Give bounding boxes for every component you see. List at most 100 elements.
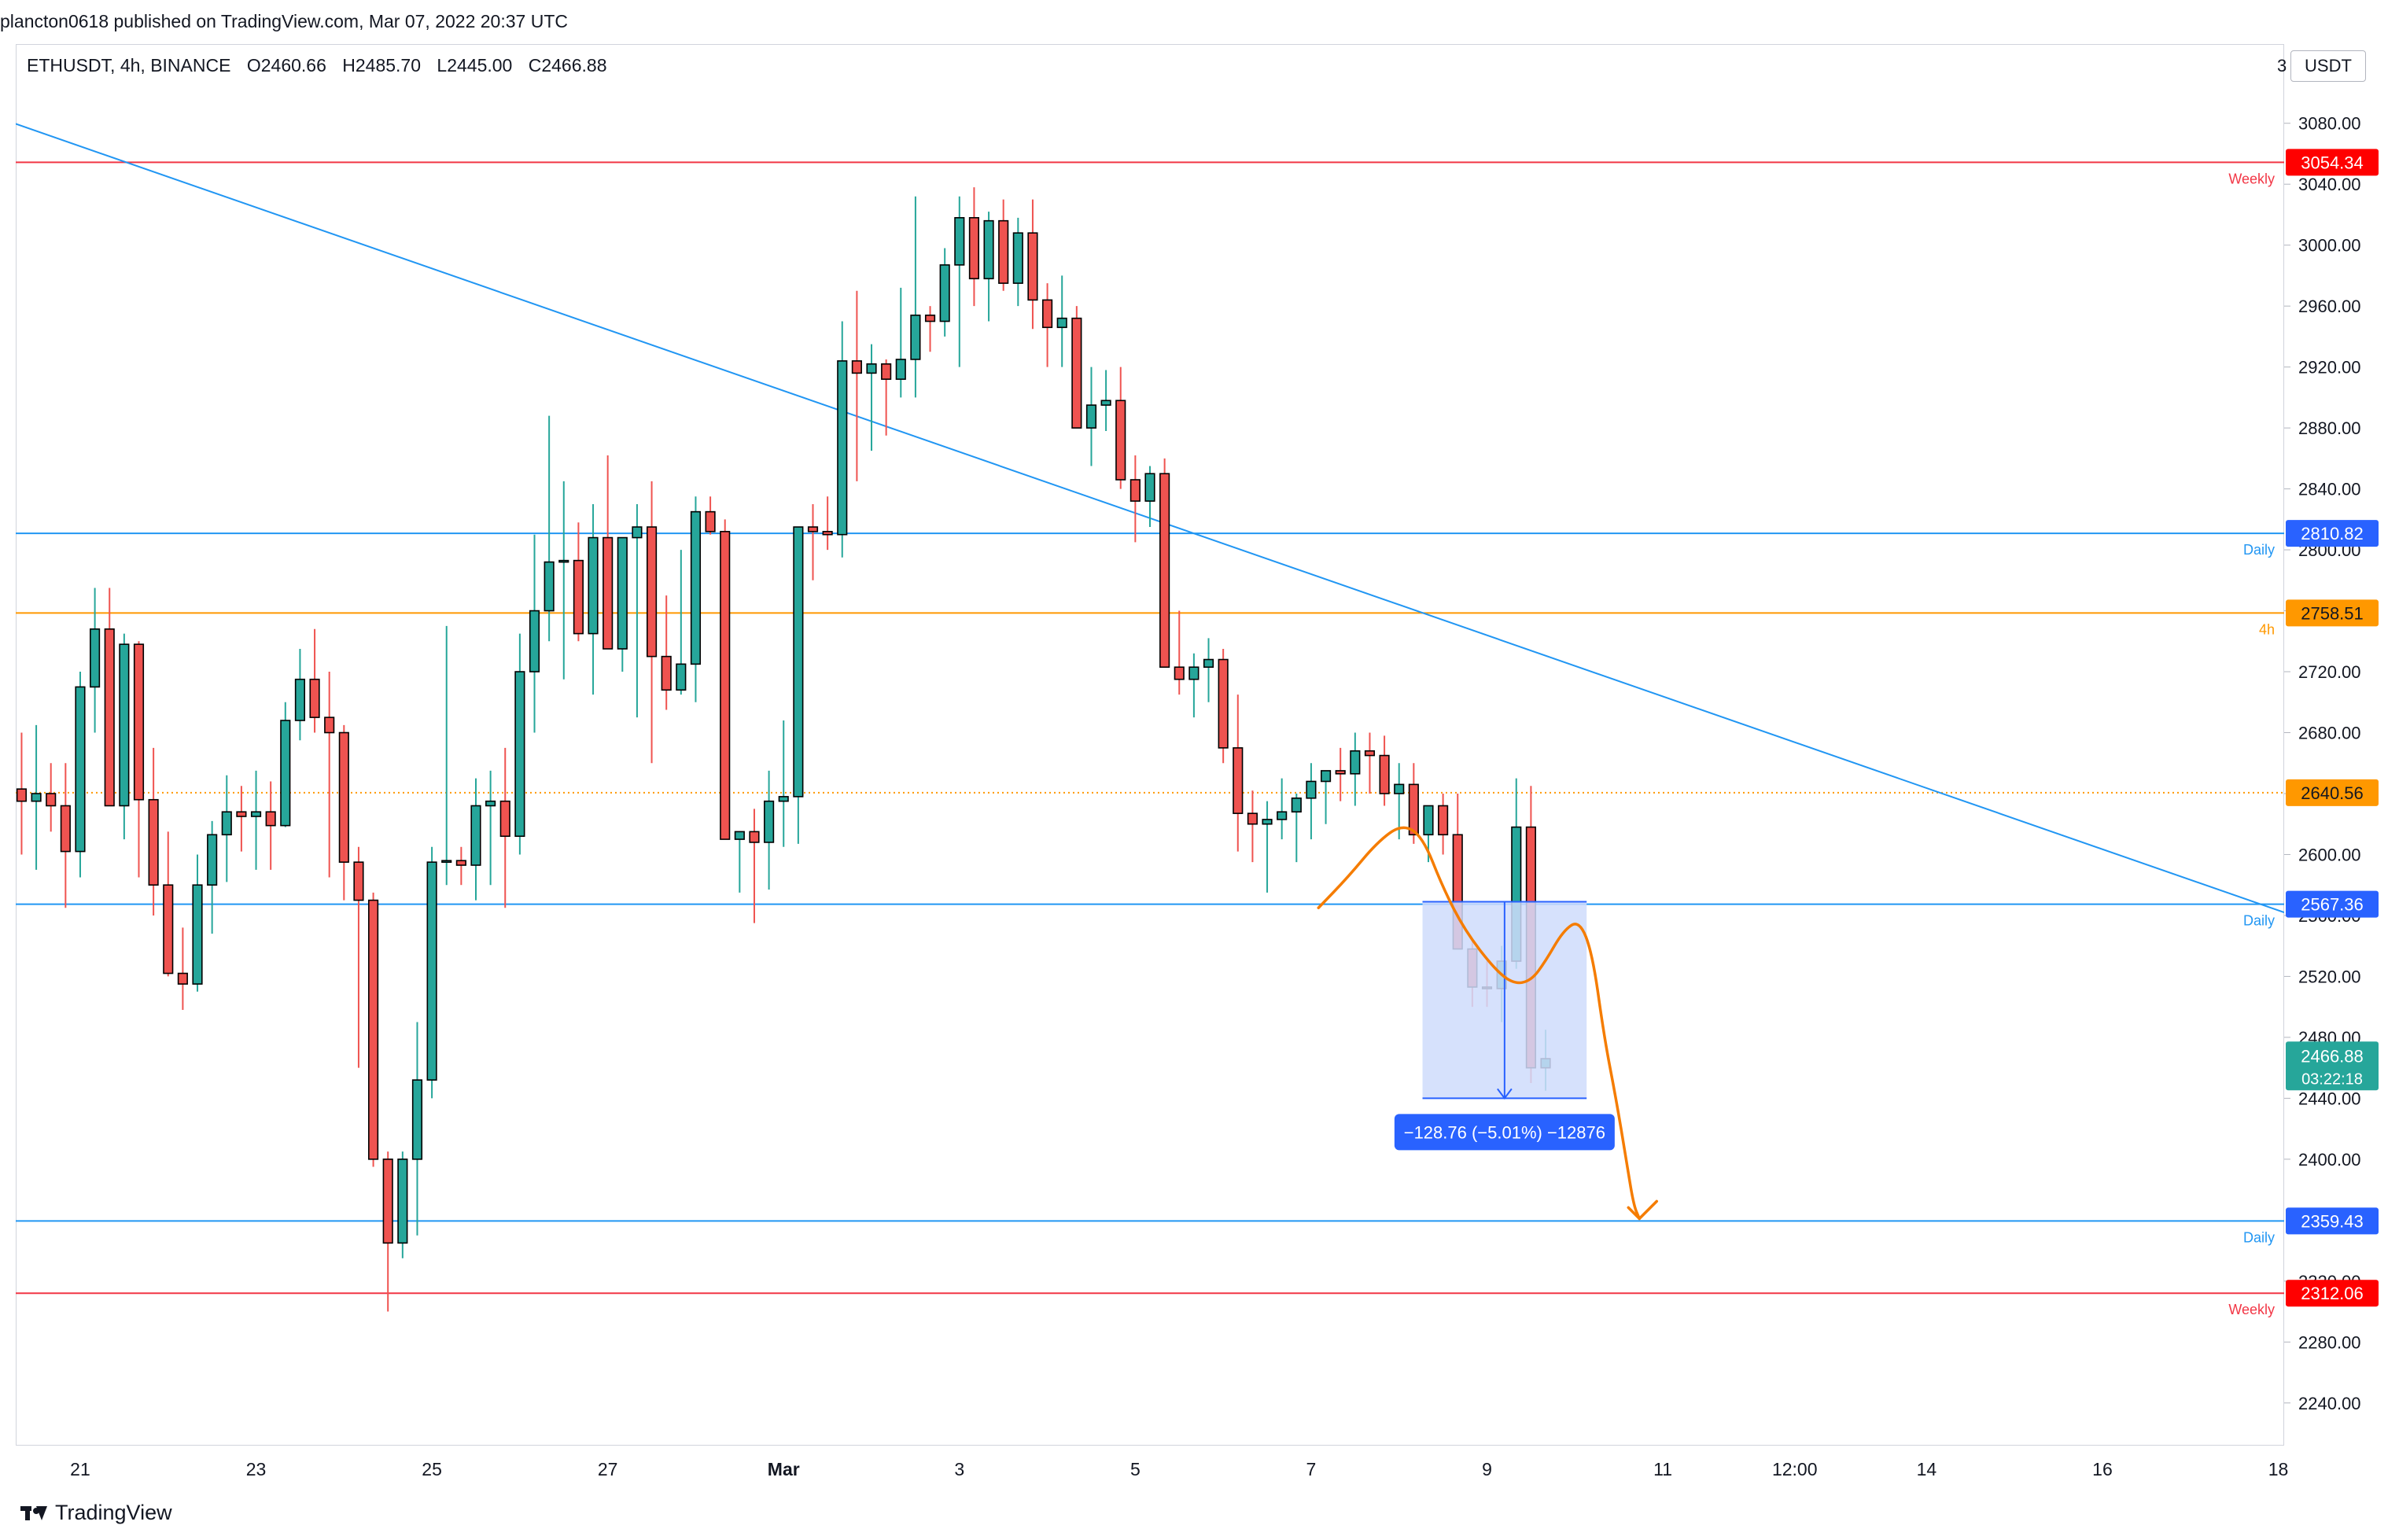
candle-body xyxy=(411,1079,423,1160)
price-tag: 3054.34 xyxy=(2301,153,2364,172)
plot-area xyxy=(16,123,2284,1312)
price-tag-bg xyxy=(2286,890,2379,918)
candle-body xyxy=(368,899,379,1160)
candle-body xyxy=(338,731,349,863)
candle-body xyxy=(1071,317,1082,429)
candle xyxy=(676,550,687,695)
price-tag-bg xyxy=(2286,1280,2379,1307)
candle-body xyxy=(734,831,745,840)
last-price-tag-bg xyxy=(2286,1041,2379,1091)
candle-body xyxy=(954,217,965,266)
candle-body xyxy=(1438,805,1449,836)
candle-body xyxy=(75,686,86,853)
x-tick-label: 16 xyxy=(2092,1459,2113,1479)
candle-body xyxy=(573,559,584,635)
y-tick-label: 2840.00 xyxy=(2298,480,2361,499)
candle xyxy=(368,892,379,1167)
candle xyxy=(192,854,203,992)
candle-body xyxy=(998,219,1009,284)
currency-label: USDT xyxy=(2305,56,2352,76)
candle-body xyxy=(558,559,569,563)
candle xyxy=(822,496,833,551)
candle xyxy=(617,536,628,672)
tradingview-logo[interactable]: TradingView xyxy=(20,1501,172,1525)
candle xyxy=(603,455,614,650)
level-tag: Weekly xyxy=(2228,1302,2275,1317)
candle xyxy=(1335,747,1346,801)
candle xyxy=(1247,790,1258,863)
candle xyxy=(46,763,57,832)
candle-body xyxy=(192,884,203,985)
candle-body xyxy=(676,663,687,691)
candle-body xyxy=(1012,232,1023,284)
candle-body xyxy=(1350,750,1361,775)
candle-body xyxy=(1379,754,1390,794)
candle xyxy=(309,628,320,733)
candle-body xyxy=(544,561,555,612)
price-tag-bg xyxy=(2286,599,2379,627)
candle xyxy=(837,321,848,558)
x-tick-label: 27 xyxy=(598,1459,618,1479)
candle-body xyxy=(1408,783,1419,836)
y-tick-label: 2440.00 xyxy=(2298,1089,2361,1108)
candle-body xyxy=(90,628,101,688)
price-tag: 2758.51 xyxy=(2301,603,2364,623)
candle xyxy=(90,588,101,733)
candle xyxy=(75,672,86,878)
candle xyxy=(910,196,921,398)
candle-body xyxy=(1335,770,1346,775)
level-tag: Weekly xyxy=(2228,171,2275,186)
candle-body xyxy=(1085,404,1097,429)
candle-body xyxy=(236,811,247,817)
candle xyxy=(793,526,804,844)
candle-body xyxy=(778,796,789,802)
candle-body xyxy=(470,805,481,866)
candle-body xyxy=(294,678,306,721)
candle xyxy=(455,846,466,886)
chart-pane[interactable] xyxy=(16,44,2284,1446)
level-tag: Daily xyxy=(2243,1229,2275,1245)
candle-body xyxy=(280,720,291,827)
candle-body xyxy=(983,219,994,280)
candle xyxy=(1218,648,1229,764)
candle xyxy=(1438,793,1449,855)
candle-body xyxy=(690,510,702,665)
y-tick-label: 2240.00 xyxy=(2298,1394,2361,1413)
candle xyxy=(1350,732,1361,806)
y-tick-label: 2880.00 xyxy=(2298,418,2361,438)
level-tag: 4h xyxy=(2259,621,2275,637)
candle-body xyxy=(1262,819,1273,825)
candle xyxy=(1042,283,1053,367)
candle xyxy=(1100,370,1111,431)
candle-body xyxy=(353,861,364,901)
x-tick-label: 14 xyxy=(1917,1459,1937,1479)
candle-body xyxy=(1306,780,1317,799)
symbol-label[interactable]: ETHUSDT, 4h, BINANCE xyxy=(27,55,231,76)
currency-selector[interactable]: 3 USDT xyxy=(2277,50,2366,82)
candle xyxy=(632,503,643,718)
candle xyxy=(280,702,291,827)
candle xyxy=(207,820,218,934)
price-tag: 2567.36 xyxy=(2301,895,2364,915)
last-price-tag: 2466.88 xyxy=(2301,1046,2364,1066)
candle xyxy=(646,481,658,764)
close-value: C2466.88 xyxy=(528,55,607,76)
candle-body xyxy=(16,788,28,802)
x-tick-label: Mar xyxy=(768,1459,800,1479)
x-tick-label: 25 xyxy=(422,1459,442,1479)
candle-body xyxy=(822,531,833,536)
x-tick-label: 3 xyxy=(954,1459,964,1479)
candle xyxy=(1012,217,1023,307)
x-tick-label: 12:00 xyxy=(1772,1459,1818,1479)
candle xyxy=(514,633,525,855)
candle xyxy=(529,534,540,733)
candle-body xyxy=(1247,812,1258,825)
y-tick-label: 2400.00 xyxy=(2298,1150,2361,1170)
candle-body xyxy=(529,610,540,672)
candle xyxy=(983,212,994,322)
candle-body xyxy=(148,798,159,886)
candle-body xyxy=(163,884,174,974)
candle xyxy=(338,724,349,901)
candle xyxy=(1277,778,1288,840)
